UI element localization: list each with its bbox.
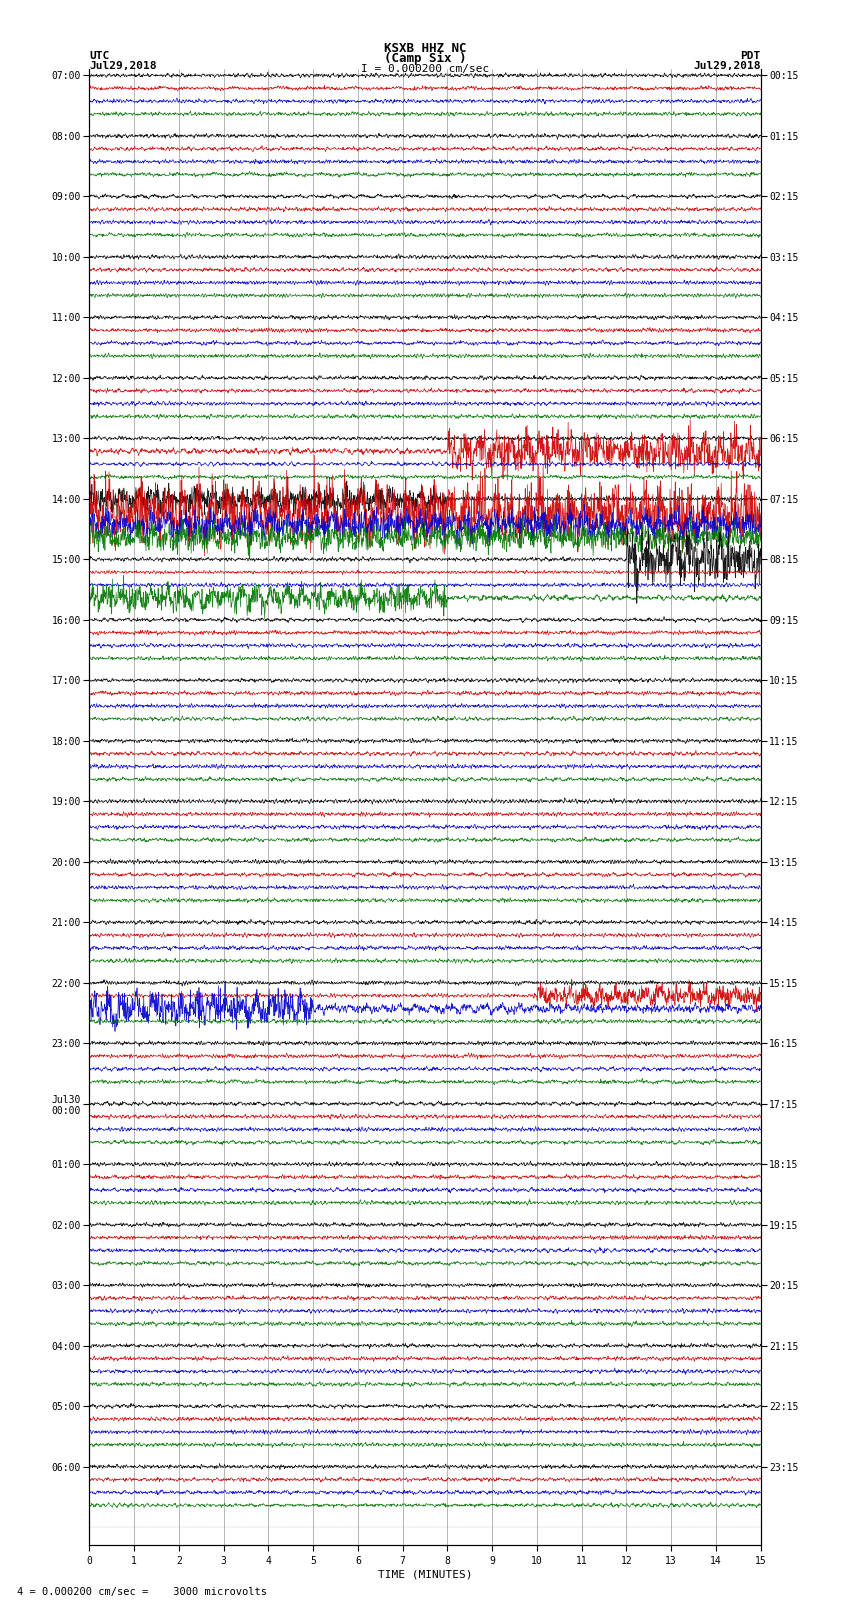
X-axis label: TIME (MINUTES): TIME (MINUTES): [377, 1569, 473, 1579]
Text: (Camp Six ): (Camp Six ): [383, 52, 467, 65]
Text: Jul29,2018: Jul29,2018: [89, 61, 156, 71]
Text: PDT: PDT: [740, 52, 761, 61]
Text: UTC: UTC: [89, 52, 110, 61]
Text: 4 = 0.000200 cm/sec =    3000 microvolts: 4 = 0.000200 cm/sec = 3000 microvolts: [17, 1587, 267, 1597]
Text: KSXB HHZ NC: KSXB HHZ NC: [383, 42, 467, 55]
Text: Jul29,2018: Jul29,2018: [694, 61, 761, 71]
Text: I = 0.000200 cm/sec: I = 0.000200 cm/sec: [361, 65, 489, 74]
